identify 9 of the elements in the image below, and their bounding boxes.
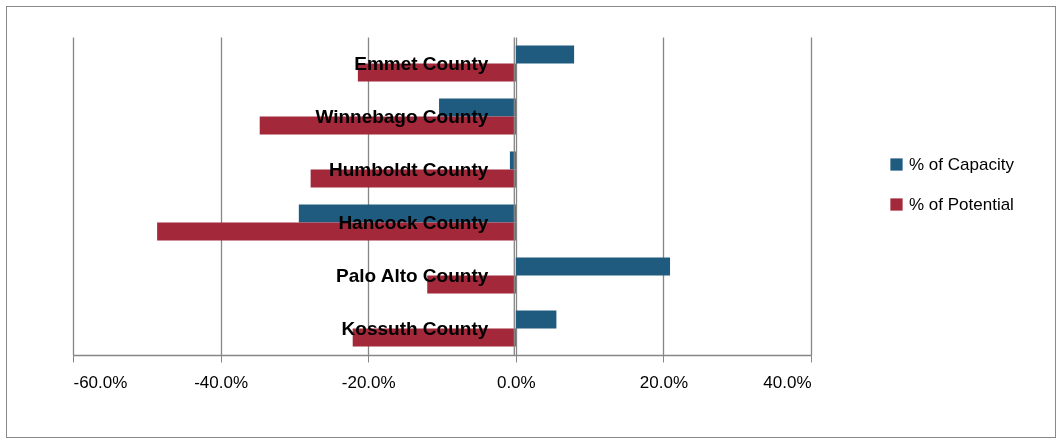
y-tick-label: Palo Alto County [335, 264, 489, 286]
legend-label: % of Potential [909, 194, 1014, 214]
legend-label: % of Capacity [909, 154, 1015, 174]
x-tick-label: 40.0% [763, 372, 812, 392]
x-tick-label: -40.0% [194, 372, 249, 392]
x-tick-label: 20.0% [639, 372, 688, 392]
x-tick-label: -20.0% [341, 372, 396, 392]
x-tick-label: 0.0% [496, 372, 536, 392]
x-tick-label: -60.0% [73, 372, 128, 392]
